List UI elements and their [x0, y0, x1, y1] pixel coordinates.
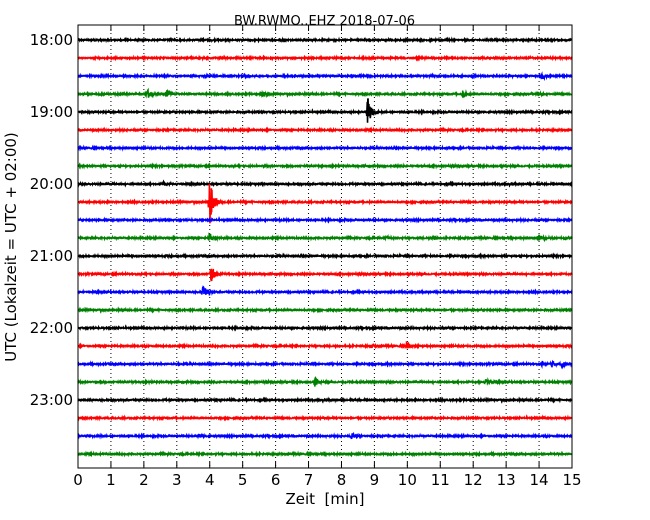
x-tick-label: 13: [497, 471, 516, 489]
plot-frame: [77, 24, 573, 469]
x-tick-label: 9: [370, 471, 380, 489]
seismic-trace: [77, 285, 573, 297]
seismic-trace: [77, 54, 573, 62]
x-tick-label: 3: [172, 471, 182, 489]
x-axis: 0 1 2 3 4 5 6 7 8 9 10 11 12 13 14 15: [73, 25, 582, 489]
x-tick-label: 2: [139, 471, 149, 489]
seismic-trace: [77, 179, 573, 188]
x-tick-label: 12: [464, 471, 483, 489]
seismic-trace: [77, 375, 573, 387]
x-axis-label: Zeit [min]: [285, 490, 364, 508]
x-tick-label: 6: [271, 471, 281, 489]
x-tick-label: 7: [304, 471, 314, 489]
x-tick-label: 10: [398, 471, 417, 489]
seismic-trace: [77, 306, 573, 314]
x-tick-label: 1: [106, 471, 116, 489]
seismic-trace: [77, 359, 573, 370]
seismic-trace: [77, 268, 573, 282]
seismic-trace: [77, 126, 573, 134]
y-tick-label: 19:00: [30, 103, 73, 121]
y-tick-label: 20:00: [30, 175, 73, 193]
x-tick-label: 11: [431, 471, 450, 489]
seismic-trace: [77, 216, 573, 224]
seismic-trace: [77, 450, 573, 458]
x-tick-label: 8: [337, 471, 347, 489]
seismic-trace: [77, 183, 573, 224]
seismic-trace: [77, 252, 573, 260]
y-tick-label: 22:00: [30, 319, 73, 337]
seismic-trace: [77, 340, 573, 350]
x-tick-label: 5: [238, 471, 248, 489]
y-axis: 18:00 19:00 20:00 21:00 22:00 23:00: [30, 31, 572, 409]
y-axis-label: UTC (Lokalzeit = UTC + 02:00): [2, 132, 20, 362]
x-tick-label: 0: [73, 471, 83, 489]
seismic-trace: [77, 71, 573, 82]
seismic-trace: [77, 162, 573, 170]
y-tick-label: 21:00: [30, 247, 73, 265]
y-tick-label: 18:00: [30, 31, 73, 49]
trace-group: [77, 36, 573, 458]
seismic-trace: [77, 414, 573, 422]
vertical-grid: [110, 25, 540, 468]
seismic-trace: [77, 36, 573, 44]
seismic-trace: [77, 396, 573, 404]
x-tick-label: 4: [205, 471, 215, 489]
seismic-trace: [77, 232, 573, 243]
x-tick-label: 14: [530, 471, 549, 489]
y-tick-label: 23:00: [30, 391, 73, 409]
seismic-trace: [77, 87, 573, 99]
seismic-trace: [77, 324, 573, 332]
chart-title: BW.RWMO..EHZ 2018-07-06: [234, 14, 415, 29]
seismic-trace: [77, 431, 573, 440]
seismic-trace: [77, 98, 573, 123]
seismic-trace: [77, 144, 573, 152]
x-tick-label: 15: [562, 471, 581, 489]
